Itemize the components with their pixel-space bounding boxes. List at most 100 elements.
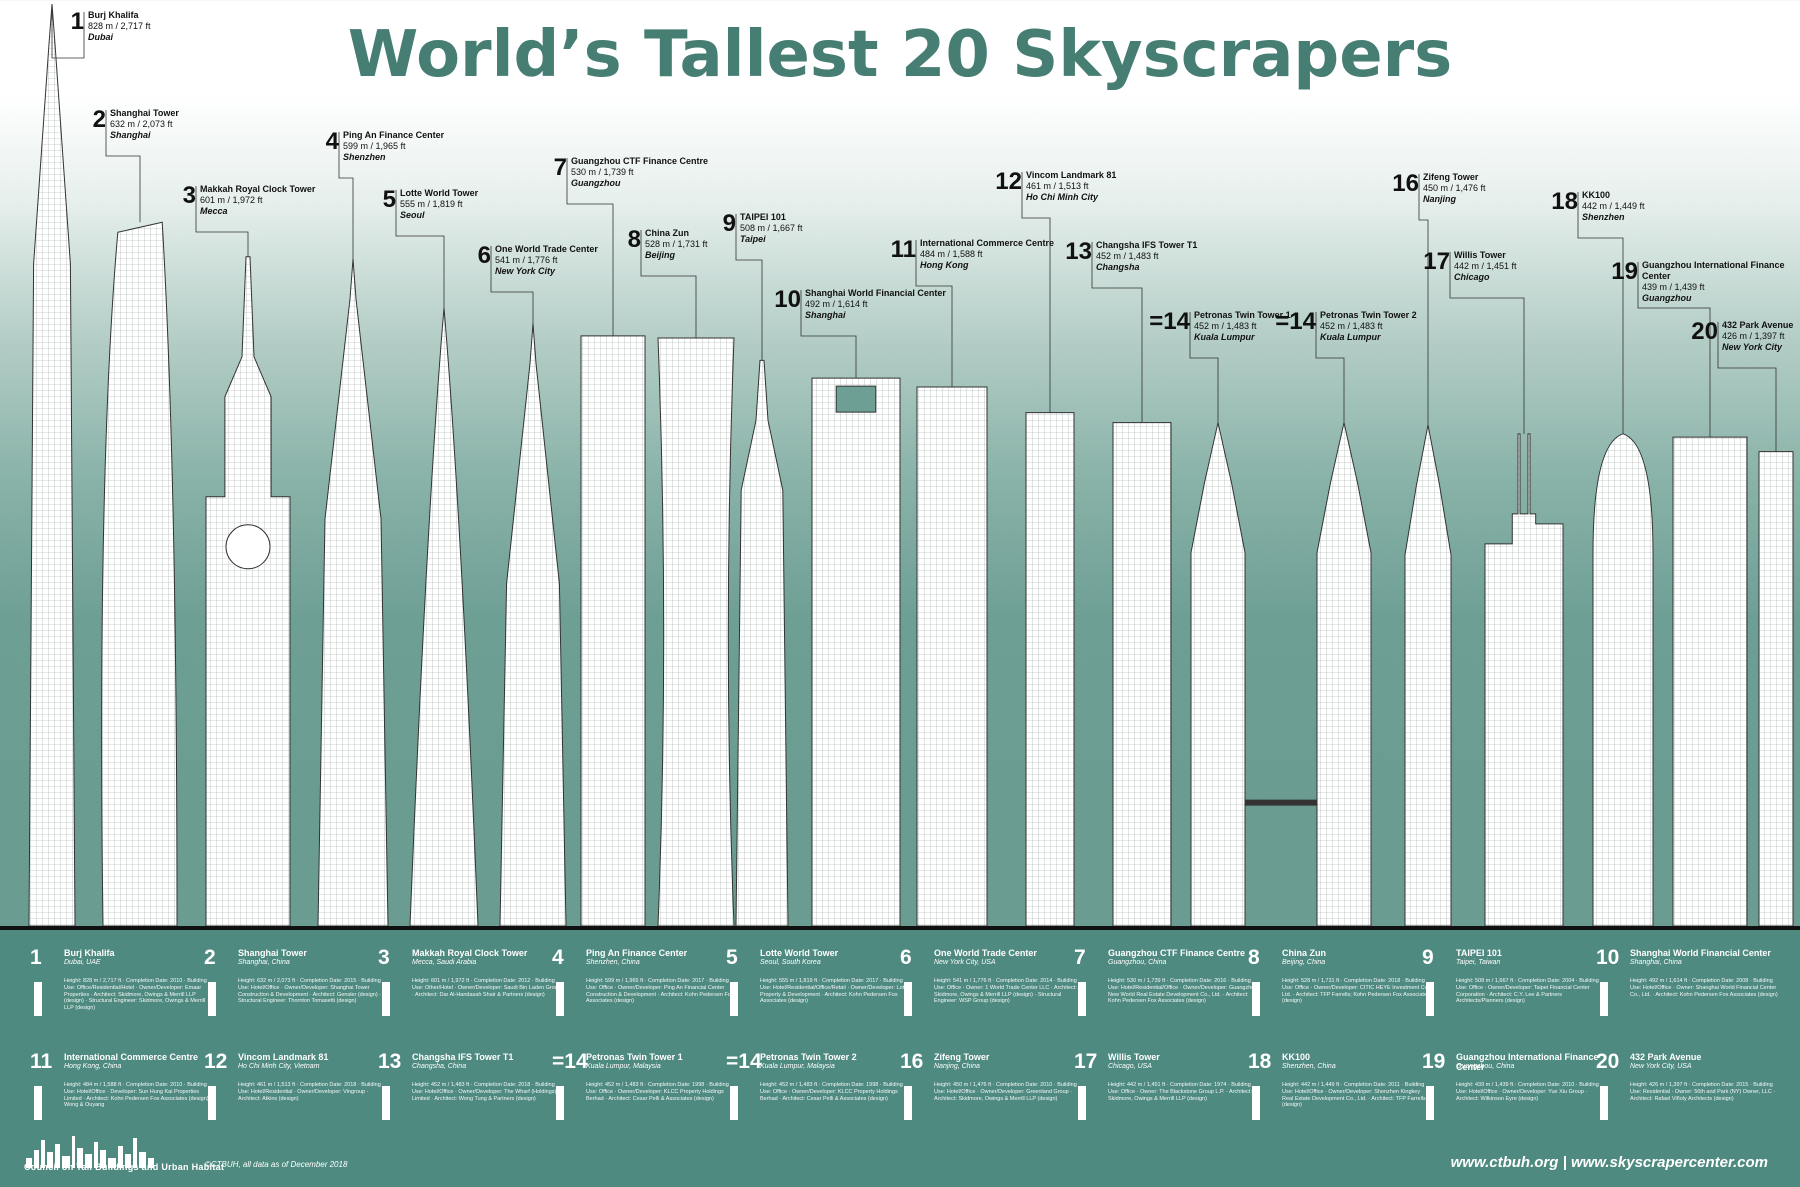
building-label: 11 International Commerce Centre 484 m / 1… [891, 238, 1070, 271]
building-name: International Commerce Centre [920, 238, 1055, 248]
card-rank: 3 [378, 946, 390, 969]
building-height: 484 m / 1,588 ft [920, 249, 983, 259]
detail-card: 2 Shanghai Tower Shanghai, China Height: 63… [204, 946, 381, 1046]
building-name: Guangzhou CTF Finance Centre [571, 156, 709, 166]
detail-card: 4 Ping An Finance Center Shenzhen, China He… [552, 946, 734, 1046]
card-info: Height: 439 m / 1,439 ft · Completion Da… [1456, 1082, 1599, 1102]
building-city: Seoul [400, 210, 425, 220]
card-rank: 18 [1248, 1050, 1272, 1073]
building-city: New York City [495, 266, 556, 276]
leader-line [735, 214, 763, 361]
building-city: Shanghai [110, 130, 151, 140]
card-rank: 6 [900, 946, 912, 969]
building-name: Petronas Twin Tower 1 [1194, 310, 1291, 320]
building-city: Changsha [1096, 262, 1140, 272]
card-rank: 7 [1074, 946, 1086, 969]
building-11 [916, 386, 988, 927]
building-silhouette-icon [208, 982, 216, 1016]
building-height: 508 m / 1,667 ft [740, 223, 803, 233]
building-label: 5 Lotte World Tower 555 m / 1,819 ft Seoul [383, 188, 550, 221]
building-silhouette-icon [208, 1086, 216, 1120]
rank-number: 17 [1423, 248, 1450, 275]
building-label: =14 Petronas Twin Tower 2 452 m / 1,483 ft… [1275, 310, 1470, 343]
page-title: World’s Tallest 20 Skyscrapers [347, 18, 1453, 92]
building-name: Changsha IFS Tower T1 [1096, 240, 1198, 250]
rank-number: 8 [627, 226, 641, 253]
card-city: New York City, USA [934, 959, 996, 966]
card-city: Hong Kong, China [64, 1063, 122, 1070]
building-15 [1316, 422, 1372, 927]
building-17 [1484, 433, 1564, 927]
building-label: 13 Changsha IFS Tower T1 452 m / 1,483 ft C… [1065, 240, 1246, 273]
card-rank: 5 [726, 946, 738, 969]
building-silhouette-icon [1252, 1086, 1260, 1120]
building-label: 7 Guangzhou CTF Finance Centre 530 m / 1,7… [554, 156, 721, 189]
rank-number: 4 [325, 128, 339, 155]
card-rank: =14 [552, 1050, 588, 1073]
building-label: =14 Petronas Twin Tower 1 452 m / 1,483 ft… [1149, 310, 1344, 343]
details-panel: 1 Burj Khalifa Dubai, UAE Height: 828 m / 2… [0, 930, 1800, 1187]
building-3 [205, 256, 291, 927]
card-info: Height: 452 m / 1,483 ft · Completion Da… [760, 1082, 903, 1102]
card-info: Height: 492 m / 1,614 ft · Completion Da… [1630, 978, 1778, 998]
detail-card: =14 Petronas Twin Tower 2 Kuala Lumpur, Ma… [726, 1050, 903, 1150]
building-name: Ping An Finance Center [343, 130, 445, 140]
building-20 [1758, 451, 1794, 927]
card-name: China Zun [1282, 948, 1326, 958]
detail-card: 12 Vincom Landmark 81 Ho Chi Minh City, Vi… [204, 1050, 381, 1150]
detail-card: 13 Changsha IFS Tower T1 Changsha, China He… [378, 1050, 556, 1150]
card-name: Burj Khalifa [64, 948, 115, 958]
building-city: Shenzhen [343, 152, 386, 162]
card-city: New York City, USA [1630, 1063, 1692, 1070]
leader-line [490, 246, 534, 324]
footer-links[interactable]: www.ctbuh.org | www.skyscrapercenter.com [1450, 1154, 1768, 1171]
leader-line [105, 110, 141, 223]
leader-line [1418, 174, 1429, 425]
detail-card: 7 Guangzhou CTF Finance Centre Guangzhou, … [1074, 946, 1257, 1046]
building-label: 9 TAIPEI 101 508 m / 1,667 ft Taipei [723, 212, 890, 245]
leader-line [1315, 312, 1345, 423]
building-height: 599 m / 1,965 ft [343, 141, 406, 151]
building-city: New York City [1722, 342, 1783, 352]
swfc-aperture [835, 385, 877, 413]
leader-line [1021, 172, 1051, 413]
building-silhouette-icon [730, 1086, 738, 1120]
building-city: Mecca [200, 206, 228, 216]
card-rank: 8 [1248, 946, 1260, 969]
building-label: 12 Vincom Landmark 81 461 m / 1,513 ft Ho C… [995, 170, 1176, 203]
building-2 [101, 221, 178, 927]
detail-card: 8 China Zun Beijing, China Height: 528 m / … [1248, 946, 1431, 1046]
card-rank: 10 [1596, 946, 1620, 969]
card-name: Shanghai World Financial Center [1630, 948, 1771, 958]
card-rank: 9 [1422, 946, 1434, 969]
building-silhouette-icon [34, 1086, 42, 1120]
building-silhouette-icon [382, 1086, 390, 1120]
card-name: Makkah Royal Clock Tower [412, 948, 528, 958]
building-18 [1592, 433, 1654, 927]
building-10 [811, 377, 901, 927]
building-height: 452 m / 1,483 ft [1320, 321, 1383, 331]
card-info: Height: 450 m / 1,476 ft · Completion Da… [934, 1082, 1077, 1102]
building-height: 426 m / 1,397 ft [1722, 331, 1785, 341]
detail-card: 11 International Commerce Centre Hong Kong… [30, 1050, 210, 1150]
building-name: Shanghai World Financial Center [805, 288, 946, 298]
card-info: Height: 541 m / 1,776 ft · Completion Da… [934, 978, 1077, 1005]
card-info: Height: 601 m / 1,972 ft · Completion Da… [412, 978, 561, 998]
card-city: Ho Chi Minh City, Vietnam [238, 1063, 320, 1070]
card-city: Changsha, China [412, 1063, 467, 1070]
card-city: Taipei, Taiwan [1456, 959, 1501, 966]
card-info: Height: 599 m / 1,965 ft · Completion Da… [586, 978, 734, 1005]
building-silhouette-icon [34, 982, 42, 1016]
card-rank: 20 [1596, 1050, 1620, 1073]
skyline-chart [28, 3, 1794, 927]
building-city: Hong Kong [920, 260, 969, 270]
rank-number: 11 [890, 236, 916, 263]
building-label: 6 One World Trade Center 541 m / 1,776 ft N… [478, 244, 645, 277]
copyright-note: ©CTBUH, all data as of December 2018 [205, 1160, 348, 1169]
card-name: One World Trade Center [934, 948, 1037, 958]
building-city: Nanjing [1423, 194, 1456, 204]
building-9 [735, 359, 789, 927]
leader-line [1577, 192, 1624, 434]
building-silhouette-icon [556, 1086, 564, 1120]
building-silhouette-icon [382, 982, 390, 1016]
